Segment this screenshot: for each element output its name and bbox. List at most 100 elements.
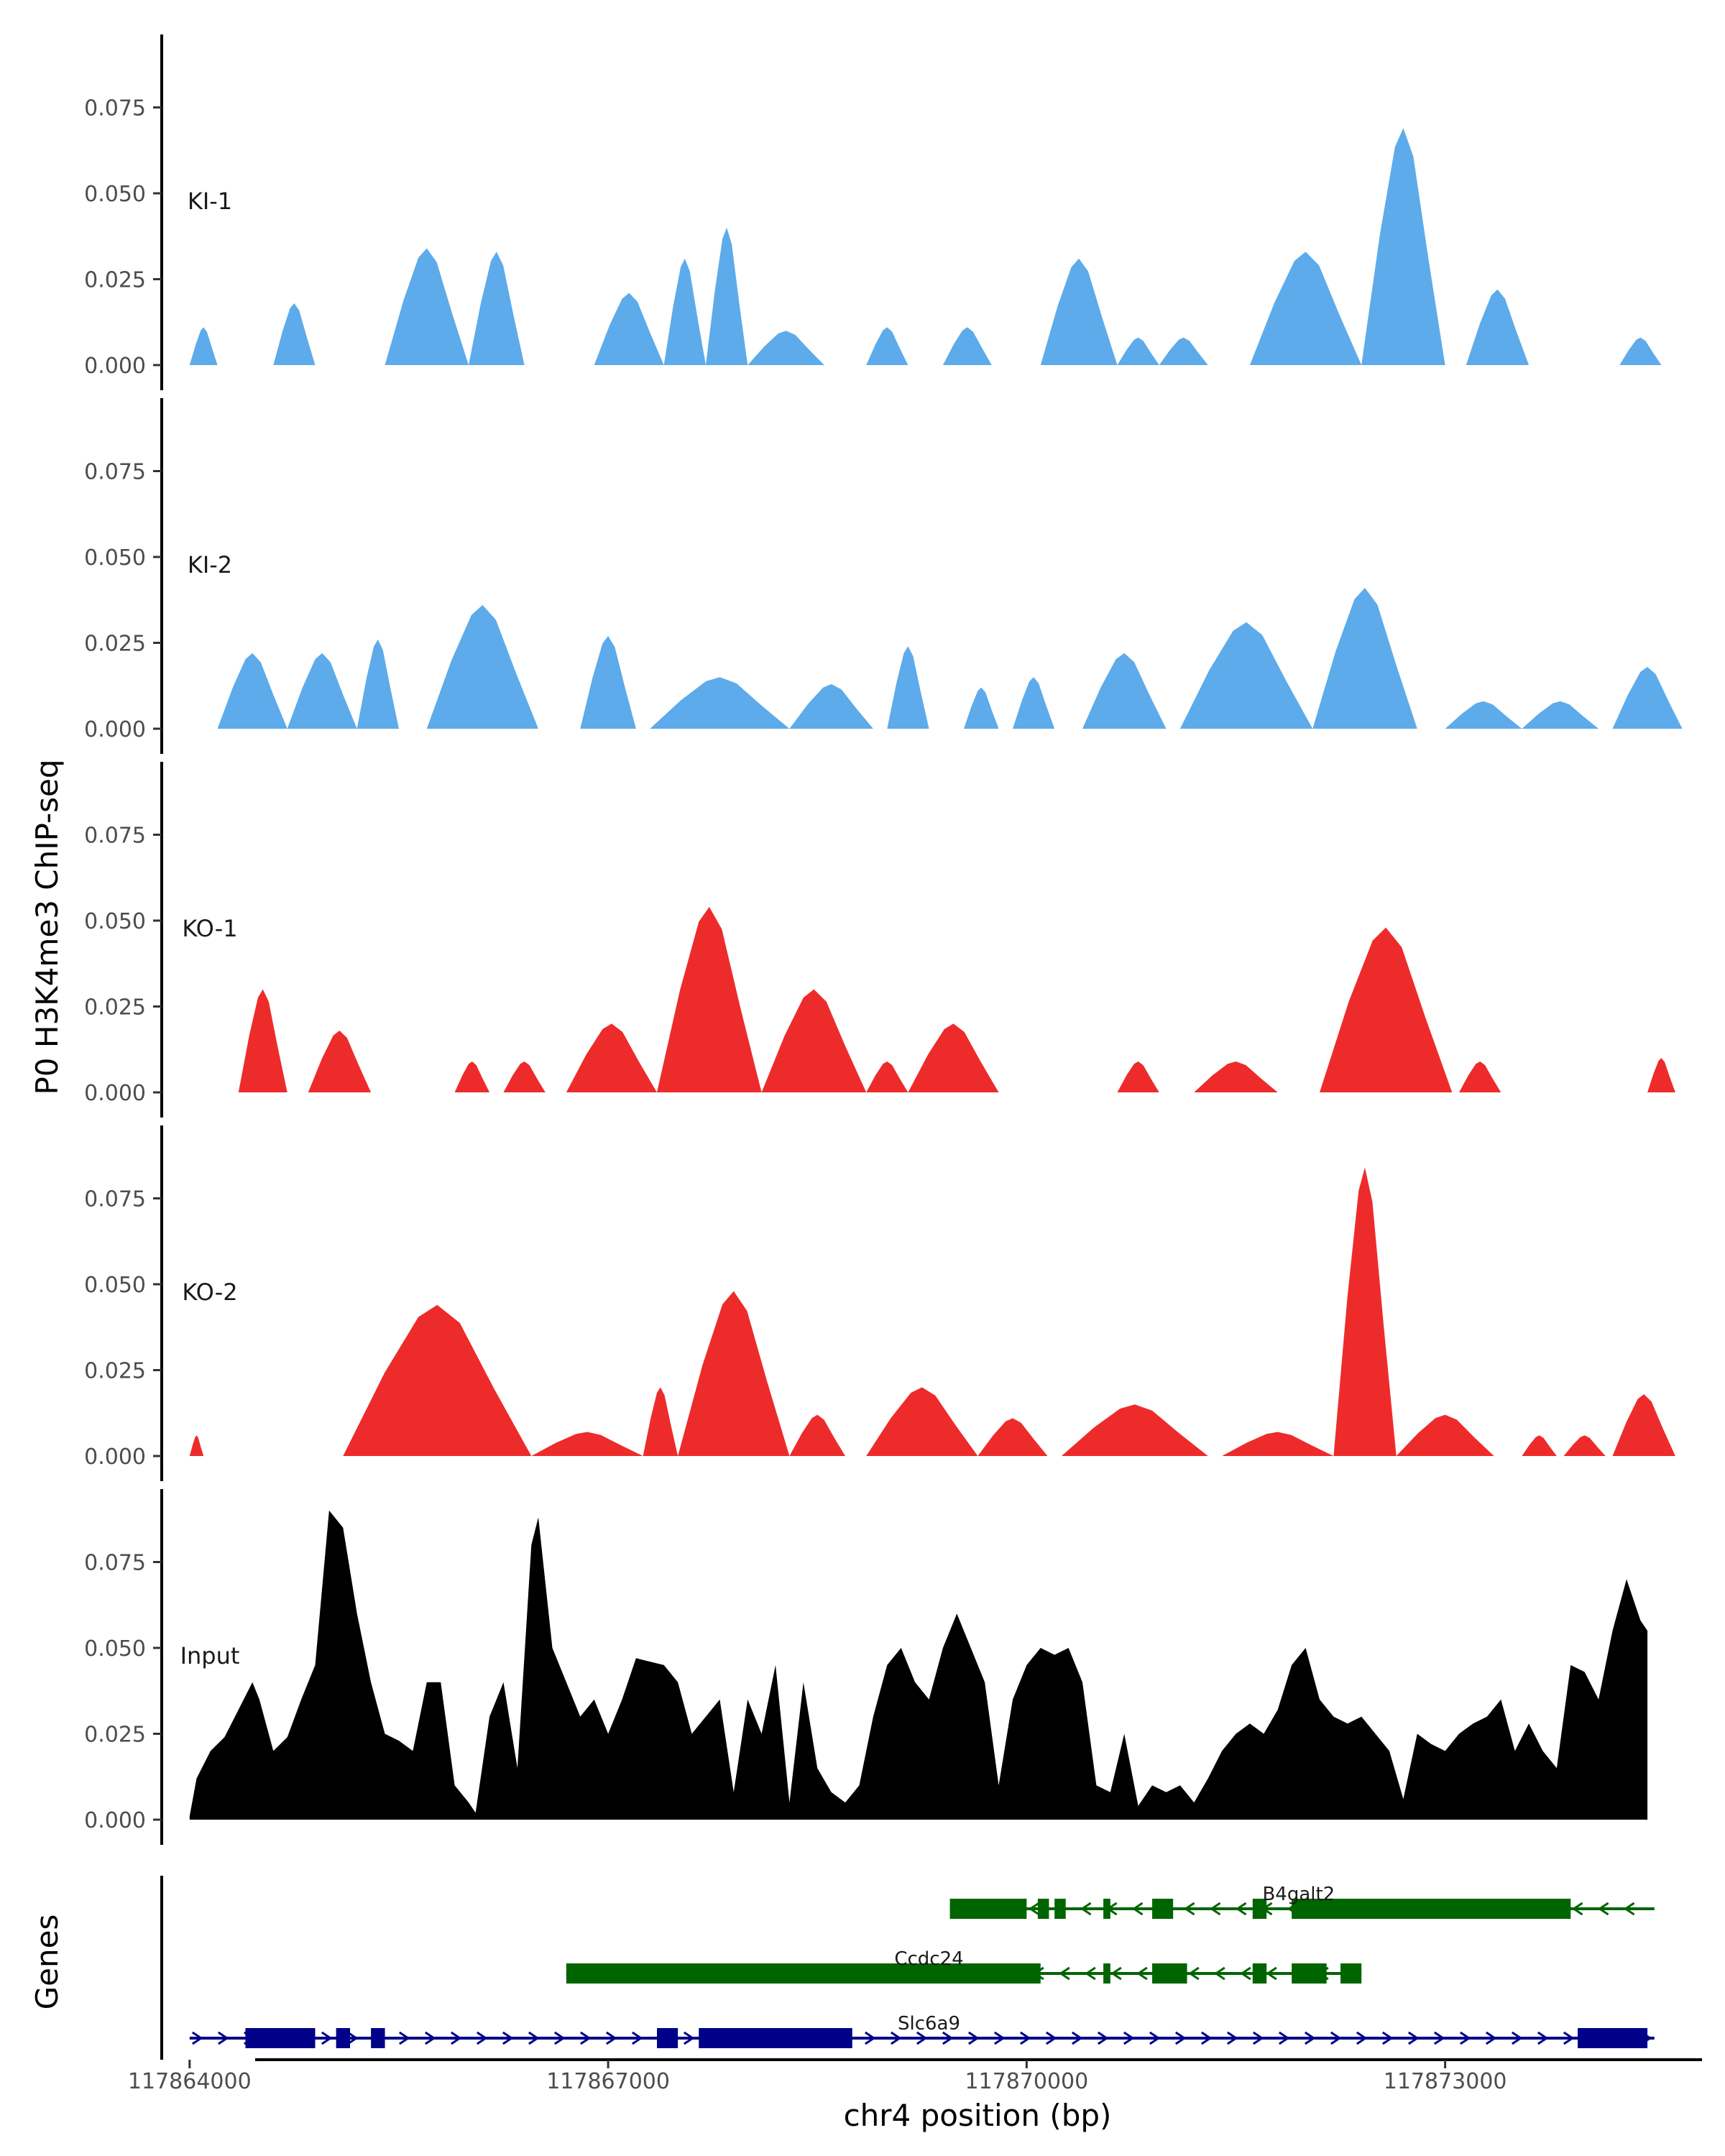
track-ko-1: 0.000 0.025 0.050 0.075 KO-1 <box>84 762 1675 1118</box>
strand-arrow <box>864 2031 876 2045</box>
strand-arrow <box>346 2031 359 2045</box>
y-tick-label: 0.000 <box>84 354 146 379</box>
gene-ccdc24: Ccdc24 <box>566 1948 1362 1984</box>
gene-track: B4galt2 Ccdc24 Slc6a9 <box>160 1876 1655 2060</box>
track-label: KO-1 <box>182 915 237 942</box>
strand-arrow <box>1123 2031 1135 2045</box>
strand-arrow <box>1188 1966 1200 1981</box>
x-tick-label: 117867000 <box>546 2069 670 2094</box>
track-ki-2: 0.000 0.025 0.050 0.075 KI-2 <box>84 398 1683 754</box>
strand-arrow <box>579 2031 592 2045</box>
track-label: KI-2 <box>188 551 232 579</box>
strand-arrow <box>1235 1902 1247 1916</box>
strand-arrow <box>1209 1902 1221 1916</box>
strand-arrow <box>553 2031 566 2045</box>
strand-arrow <box>916 2031 928 2045</box>
strand-arrow <box>1059 1966 1070 1981</box>
gene-exon <box>1103 1963 1110 1984</box>
x-axis-title: chr4 position (bp) <box>844 2098 1112 2133</box>
strand-arrow <box>1433 2031 1445 2045</box>
y-tick-label: 0.075 <box>84 96 146 121</box>
y-tick-label: 0.050 <box>84 1636 146 1662</box>
y-tick-label: 0.000 <box>84 1081 146 1106</box>
gene-name-label: Slc6a9 <box>898 2013 960 2035</box>
strand-arrow <box>1240 1966 1251 1981</box>
strand-arrow <box>528 2031 540 2045</box>
strand-arrow <box>1485 2031 1497 2045</box>
gene-exon <box>1578 2028 1648 2048</box>
strand-arrow <box>1183 1902 1195 1916</box>
track-ki-1: 0.000 0.025 0.050 0.075 KI-1 <box>84 34 1662 390</box>
y-tick-label: 0.025 <box>84 632 146 657</box>
track-label: KO-2 <box>182 1279 237 1306</box>
strand-arrow <box>1131 1902 1144 1916</box>
gene-name-label: Ccdc24 <box>894 1948 963 1970</box>
strand-arrow <box>191 2031 203 2045</box>
strand-arrow <box>1214 1966 1225 1981</box>
strand-arrow <box>1597 1902 1609 1916</box>
y-tick-label: 0.075 <box>84 1187 146 1212</box>
y-tick-label: 0.025 <box>84 268 146 293</box>
strand-arrow <box>1252 2031 1264 2045</box>
strand-arrow <box>683 2031 695 2045</box>
strand-arrow <box>1045 2031 1057 2045</box>
signal-area-input <box>189 1510 1648 1820</box>
y-tick-label: 0.025 <box>84 1723 146 1748</box>
gene-exon <box>371 2028 385 2048</box>
gene-exon <box>699 2028 852 2048</box>
y-tick-label: 0.050 <box>84 1273 146 1298</box>
strand-arrow <box>321 2031 333 2045</box>
y-tick-label: 0.075 <box>84 1551 146 1576</box>
y-tick-label: 0.075 <box>84 824 146 849</box>
strand-arrow <box>424 2031 436 2045</box>
strand-arrow <box>1407 2031 1420 2045</box>
gene-exon <box>1103 1899 1110 1919</box>
strand-arrow <box>1278 2031 1290 2045</box>
strand-arrow <box>1028 1902 1040 1916</box>
gene-exon <box>336 2028 351 2048</box>
strand-arrow <box>476 2031 488 2045</box>
y-tick-label: 0.025 <box>84 1359 146 1384</box>
gene-exon <box>1292 1899 1571 1919</box>
gene-exon <box>1152 1899 1174 1919</box>
strand-arrow <box>1019 2031 1031 2045</box>
signal-area-ki-2 <box>217 588 1683 729</box>
strand-arrow <box>967 2031 980 2045</box>
strand-arrow <box>1080 1902 1092 1916</box>
gene-exon <box>566 1963 1041 1984</box>
strand-arrow <box>1563 2031 1575 2045</box>
y-tick-label: 0.000 <box>84 1445 146 1470</box>
gene-slc6a9: Slc6a9 <box>189 2013 1655 2048</box>
strand-arrow <box>1174 2031 1187 2045</box>
x-axis: 117864000 117867000 117870000 117873000 <box>128 2058 1702 2094</box>
strand-arrow <box>1149 2031 1161 2045</box>
strand-arrow <box>1071 2031 1083 2045</box>
signal-tracks: 0.0000.0250.0500.075KI-10.0000.0250.0500… <box>84 34 1683 1845</box>
strand-arrow <box>217 2031 229 2045</box>
x-tick-label: 117870000 <box>965 2069 1088 2094</box>
y-tick-label: 0.000 <box>84 1808 146 1833</box>
strand-arrow <box>1511 2031 1523 2045</box>
y-tick-label: 0.050 <box>84 909 146 934</box>
strand-arrow <box>1571 1902 1583 1916</box>
strand-arrow <box>1459 2031 1471 2045</box>
track-input: 0.000 0.025 0.050 0.075 Input <box>84 1489 1648 1845</box>
track-ko-2: 0.000 0.025 0.050 0.075 KO-2 <box>84 1125 1675 1481</box>
strand-arrow <box>1381 2031 1394 2045</box>
strand-arrow <box>1623 1902 1635 1916</box>
y-tick-label: 0.050 <box>84 545 146 571</box>
y-tick-label: 0.075 <box>84 460 146 485</box>
gene-exon <box>1252 1963 1267 1984</box>
strand-arrow <box>1097 2031 1109 2045</box>
gene-exon <box>1054 1899 1066 1919</box>
strand-arrow <box>993 2031 1006 2045</box>
strand-arrow <box>398 2031 410 2045</box>
strand-arrow <box>1304 2031 1316 2045</box>
gene-exon <box>1340 1963 1362 1984</box>
signal-area-ki-1 <box>189 128 1662 365</box>
strand-arrow <box>1356 2031 1368 2045</box>
y-axis-title: P0 H3K4me3 ChIP-seq <box>29 759 65 1095</box>
gene-exon <box>1292 1963 1327 1984</box>
y-tick-label: 0.050 <box>84 182 146 207</box>
